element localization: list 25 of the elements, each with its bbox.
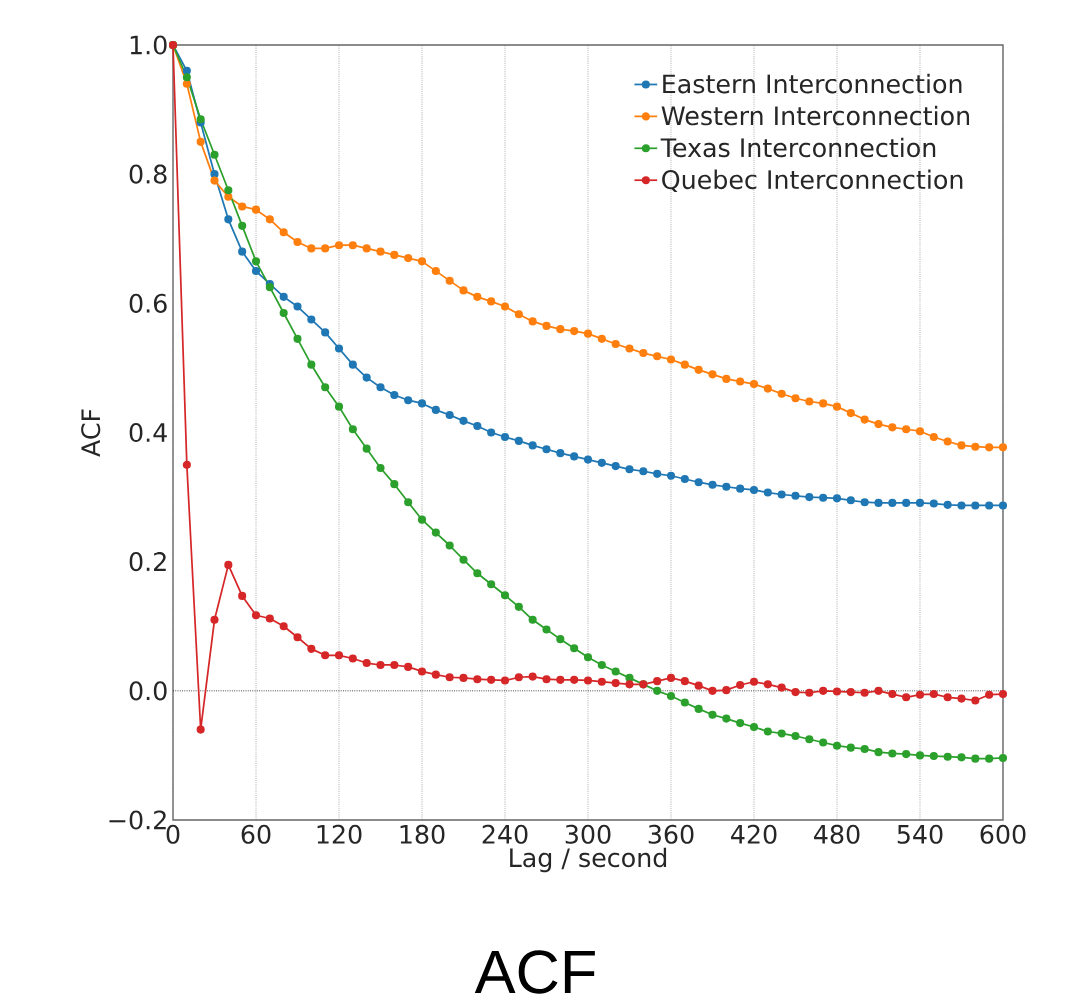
- x-tick-label: 300: [565, 824, 611, 844]
- x-tick-label: 120: [317, 824, 362, 844]
- x-tick-label: 0: [166, 824, 180, 844]
- y-tick-label: −0.2: [109, 810, 166, 830]
- x-tick-label: 420: [731, 824, 777, 844]
- x-tick-label: 60: [241, 824, 271, 844]
- legend-label: Western Interconnection: [661, 105, 970, 126]
- y-tick-label: 0.2: [129, 552, 166, 572]
- y-tick-label: 0.0: [129, 681, 167, 701]
- y-tick-label: 0.6: [129, 293, 167, 313]
- x-tick-label: 540: [897, 824, 943, 844]
- legend-label: Texas Interconnection: [660, 137, 936, 158]
- text: ACF: [474, 950, 595, 994]
- x-tick-label: 480: [814, 824, 860, 844]
- legend-label: Eastern Interconnection: [663, 73, 962, 94]
- y-tick-label: 0.8: [129, 164, 167, 184]
- x-tick-label: 240: [482, 824, 528, 844]
- x-tick-label: 180: [400, 824, 445, 844]
- y-tick-label: 0.4: [129, 422, 167, 443]
- legend-label: Quebec Interconnection: [662, 169, 963, 193]
- x-axis-title: Lag / second: [510, 847, 667, 873]
- x-tick-label: 360: [648, 824, 694, 844]
- y-axis-title: ACF: [81, 409, 101, 457]
- y-tick-label: 1.0: [130, 35, 167, 55]
- x-tick-label: 600: [980, 824, 1026, 844]
